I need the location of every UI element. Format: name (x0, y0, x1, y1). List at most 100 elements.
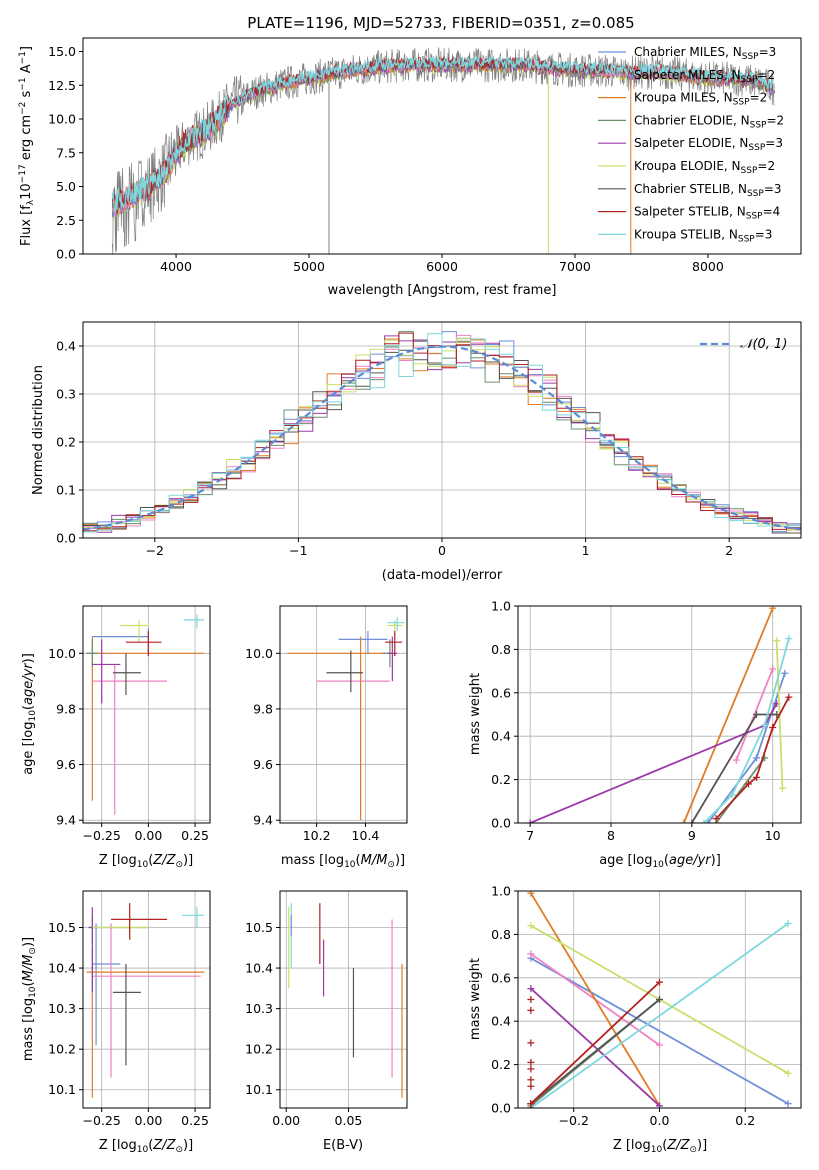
y-tick-label: 10.5 (245, 920, 273, 935)
y-tick-label: 10.2 (245, 1042, 273, 1057)
x-axis-label: (data-model)/error (382, 568, 503, 583)
x-tick-label: 10.2 (303, 828, 331, 843)
x-tick-label: 7 (526, 828, 534, 843)
weight-z-panel: −0.2 0.0 0.2 0.0 0.2 0.4 0.6 0.8 1.0 Z [log10(Z/Z… (468, 884, 802, 1155)
axes: 0.00 0.05 10.1 10.2 10.3 10.4 10.5 E(B-V) (245, 890, 408, 1153)
y-axis-label: mass weight (468, 958, 483, 1040)
weight-line (530, 987, 661, 1107)
y-tick-label: 9.6 (253, 757, 273, 772)
y-tick-label: 2.5 (56, 213, 76, 228)
weight-line (529, 703, 778, 823)
x-tick-label: 0.00 (134, 1113, 162, 1128)
spectrum-panel: 4000 5000 6000 7000 8000 0.0 2.5 5.0 7.5 10.0 12.5… (18, 37, 802, 298)
y-tick-label: 10.3 (48, 1001, 76, 1016)
x-tick-label: 0.05 (335, 1113, 363, 1128)
model-spectrum (111, 55, 775, 213)
legend-entry: Salpeter ELODIE, NSSP=3 (634, 136, 783, 153)
plot-area (287, 617, 405, 821)
weight-line (530, 922, 789, 1108)
y-tick-label: 0.6 (491, 685, 511, 700)
gaussian-curve (83, 345, 801, 531)
axes: 4000 5000 6000 7000 8000 0.0 2.5 5.0 7.5 10.0 12.5… (18, 37, 802, 298)
y-axis-label: age [log10(age/yr)] (21, 653, 38, 775)
x-tick-label: 4000 (160, 259, 192, 274)
axes: −0.25 0.00 0.25 10.1 10.2 10.3 10.4 10.5 Z [log1… (21, 890, 211, 1155)
y-tick-label: 0.4 (56, 339, 76, 354)
x-tick-label: −2 (146, 543, 164, 558)
mass-z-panel: −0.25 0.00 0.25 10.1 10.2 10.3 10.4 10.5 Z [log1… (21, 890, 211, 1155)
x-tick-label: 0.0 (650, 1113, 670, 1128)
x-tick-label: 2 (725, 543, 733, 558)
legend-entry: Kroupa ELODIE, NSSP=2 (634, 159, 775, 176)
x-tick-label: 10 (765, 828, 781, 843)
x-tick-label: −0.25 (83, 828, 121, 843)
plot-area (288, 903, 403, 1098)
weight-line (691, 713, 777, 823)
y-tick-label: 10.5 (48, 920, 76, 935)
weight-line (703, 638, 790, 823)
figure-title: PLATE=1196, MJD=52733, FIBERID=0351, z=0… (247, 14, 634, 32)
x-tick-label: −1 (289, 543, 307, 558)
y-tick-label: 0.8 (491, 642, 511, 657)
legend-entry: Chabrier ELODIE, NSSP=2 (634, 113, 784, 130)
x-axis-label: Z [log10(Z/Z⊙)] (99, 853, 193, 870)
legend-entry: Chabrier MILES, NSSP=3 (634, 45, 776, 62)
x-tick-label: 8000 (692, 259, 724, 274)
x-tick-label: 5000 (293, 259, 325, 274)
y-axis-label: mass [log10(M/M⊙)] (21, 937, 38, 1061)
y-tick-label: 15.0 (48, 44, 76, 59)
age-z-panel: −0.25 0.00 0.25 9.4 9.6 9.8 10.0 Z [log10(Z/Z⊙)… (21, 605, 211, 870)
x-tick-label: 1 (582, 543, 590, 558)
weight-line (530, 957, 789, 1105)
axes: −0.25 0.00 0.25 9.4 9.6 9.8 10.0 Z [log10(Z/Z⊙)… (21, 605, 211, 870)
axes-frame (279, 605, 408, 824)
residual-legend: 𝒩(0, 1) (700, 337, 787, 352)
age-mass-panel: 10.2 10.4 9.4 9.6 9.8 10.0 mass [log10(M/M⊙)] (245, 605, 408, 870)
y-tick-label: 9.6 (56, 757, 76, 772)
y-tick-label: 10.0 (48, 646, 76, 661)
axes-frame (517, 605, 802, 824)
axes: −2 −1 0 1 2 0.0 0.1 0.2 0.3 0.4 𝒩(0, 1) (data-model… (31, 321, 802, 583)
weight-line (682, 607, 774, 823)
y-tick-label: 1.0 (491, 599, 511, 614)
x-tick-label: 9 (688, 828, 696, 843)
y-tick-label: 10.4 (245, 961, 273, 976)
y-tick-label: 5.0 (56, 179, 76, 194)
weight-line (715, 757, 766, 823)
y-tick-label: 0.6 (491, 970, 511, 985)
weight-line (530, 892, 661, 1107)
weight-line (530, 981, 661, 1105)
x-tick-label: 0.2 (735, 1113, 755, 1128)
y-tick-label: 0.0 (491, 816, 511, 831)
y-axis-label: Flux [fλ10−17 erg cm−2 s−1 A−1] (18, 46, 36, 246)
axes-frame (82, 890, 211, 1109)
x-tick-label: 0.00 (134, 828, 162, 843)
y-tick-label: 10.0 (48, 112, 76, 127)
legend-entry: Salpeter STELIB, NSSP=4 (634, 205, 780, 222)
y-tick-label: 10.1 (48, 1082, 76, 1097)
plot-area (86, 903, 205, 1098)
y-tick-label: 1.0 (491, 884, 511, 899)
plot-area (111, 47, 775, 254)
y-tick-label: 12.5 (48, 78, 76, 93)
y-axis-label: mass weight (468, 673, 483, 755)
y-tick-label: 0.3 (56, 387, 76, 402)
y-tick-label: 9.8 (253, 701, 273, 716)
axes: 7 8 9 10 0.0 0.2 0.4 0.6 0.8 1.0 age [log10(age/yr… (468, 599, 802, 870)
residual-histogram (83, 333, 801, 533)
x-tick-label: 0.25 (181, 828, 209, 843)
y-tick-label: 0.2 (491, 1057, 511, 1072)
x-tick-label: 0.25 (181, 1113, 209, 1128)
axes: 10.2 10.4 9.4 9.6 9.8 10.0 mass [log10(M/M⊙)] (245, 605, 408, 870)
axes-frame (279, 890, 408, 1109)
y-tick-label: 0.4 (491, 729, 511, 744)
x-tick-label: 8 (607, 828, 615, 843)
legend-entry: Chabrier STELIB, NSSP=3 (634, 182, 782, 199)
y-tick-label: 0.2 (56, 435, 76, 450)
plot-area (86, 614, 205, 815)
residual-panel: −2 −1 0 1 2 0.0 0.1 0.2 0.3 0.4 𝒩(0, 1) (data-model… (31, 321, 802, 583)
y-tick-label: 9.4 (56, 813, 76, 828)
plot-area (526, 606, 793, 823)
axes-frame (82, 605, 211, 824)
